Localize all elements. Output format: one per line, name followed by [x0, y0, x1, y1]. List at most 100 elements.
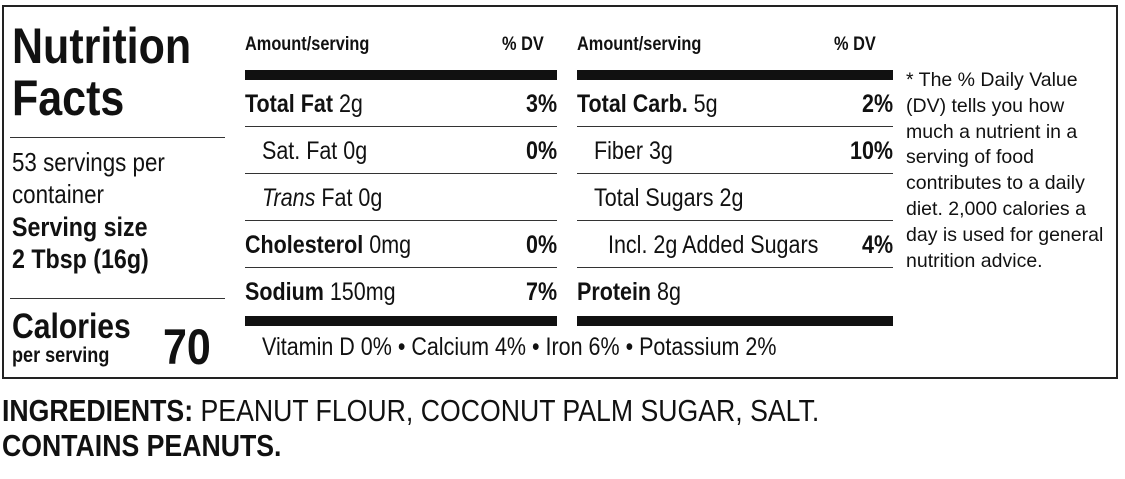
nutrient-name: Cholesterol 0mg — [245, 231, 438, 260]
row-divider — [245, 267, 557, 268]
nutrient-row: Protein 8g — [577, 267, 893, 314]
row-divider — [245, 220, 557, 221]
nutrient-name: Total Sugars 2g — [594, 184, 768, 213]
dv-header: % DV — [834, 34, 1038, 56]
thick-bar — [245, 316, 557, 326]
nutrient-dv: 7% — [521, 278, 557, 307]
thick-bar — [577, 70, 893, 80]
nutrient-name-group: Fiber 3g — [594, 137, 673, 166]
dv-header-text: % DV — [834, 34, 876, 55]
vitamins: Vitamin D 0% • Calcium 4% • Iron 6% • Po… — [262, 333, 860, 362]
dv-header-text: % DV — [502, 34, 544, 55]
nutrient-row: Trans Fat 0g — [245, 173, 557, 220]
nutrient-name-text: Protein — [577, 278, 652, 306]
thick-bar — [577, 316, 893, 326]
nutrient-name-group: Sodium 150mg — [245, 278, 396, 307]
footnote: * The % Daily Value (DV) tells you how m… — [906, 69, 1104, 272]
nutrient-dv-text: 4% — [861, 231, 893, 259]
serving-size-value-text: 2 Tbsp (16g) — [12, 244, 149, 274]
nutrient-name-group: Total Fat 2g — [245, 90, 363, 119]
calories-label: Calories — [12, 307, 150, 347]
nutrient-name-text: Total Sugars — [594, 184, 714, 212]
nutrient-amount: 3g — [648, 137, 673, 165]
nutrient-name-text: Total Carb. — [577, 90, 688, 118]
contains: CONTAINS PEANUTS. — [2, 428, 327, 464]
nutrient-dv: 0% — [521, 137, 557, 166]
calories-value-text: 70 — [163, 319, 211, 375]
nutrient-amount: 0g — [358, 184, 383, 212]
label-border — [2, 5, 1118, 379]
nutrient-name-text: Sodium — [245, 278, 324, 306]
nutrient-row: Total Sugars 2g — [577, 173, 893, 220]
title: Nutrition Facts — [12, 20, 227, 124]
serving-size-label-text: Serving size — [12, 212, 148, 242]
nutrient-name: Total Fat 2g — [245, 90, 382, 119]
nutrient-name-group: Trans Fat 0g — [262, 184, 382, 213]
nutrient-name: Incl. 2g Added Sugars — [608, 231, 853, 260]
amount-header-text: Amount/serving — [577, 34, 702, 55]
nutrient-amount: 0g — [343, 137, 368, 165]
nutrient-amount: 0mg — [369, 231, 412, 259]
nutrient-name-text: Total Fat — [245, 90, 333, 118]
nutrient-name: Trans Fat 0g — [262, 184, 402, 213]
nutrient-row: Cholesterol 0mg 0% — [245, 220, 557, 267]
thick-bar — [245, 70, 557, 80]
serving-size-label: Serving size — [12, 212, 170, 243]
calories-label-text: Calories — [12, 307, 131, 346]
nutrient-dv: 3% — [521, 90, 557, 119]
calories-value: 70 — [163, 318, 219, 376]
row-divider — [577, 220, 893, 221]
row-divider — [577, 126, 893, 127]
nutrient-dv-text: 0% — [525, 231, 557, 259]
dv-header: % DV — [502, 34, 702, 56]
nutrient-row: Fiber 3g 10% — [577, 126, 893, 173]
row-divider — [245, 173, 557, 174]
row-divider — [577, 173, 893, 174]
ingredients-label: INGREDIENTS: — [2, 393, 194, 428]
nutrient-amount: 2g — [338, 90, 363, 118]
nutrient-amount: 150mg — [329, 278, 396, 306]
ingredients: INGREDIENTS: PEANUT FLOUR, COCONUT PALM … — [2, 393, 952, 429]
vitamins-text: Vitamin D 0% • Calcium 4% • Iron 6% • Po… — [262, 333, 777, 361]
title-text: Nutrition Facts — [12, 18, 192, 126]
nutrient-name: Protein 8g — [577, 278, 698, 307]
amount-header-text: Amount/serving — [245, 34, 370, 55]
contains-text: CONTAINS PEANUTS. — [2, 428, 282, 463]
nutrient-amount: 8g — [657, 278, 681, 306]
nutrient-name-text: Incl. 2g Added Sugars — [608, 231, 819, 259]
servings-text: 53 servings per container — [12, 147, 165, 209]
nutrient-name-group: Incl. 2g Added Sugars — [608, 231, 818, 260]
nutrient-amount: 5g — [693, 90, 718, 118]
nutrient-name: Fiber 3g — [594, 137, 686, 166]
nutrient-name-italic: Trans — [262, 184, 316, 212]
nutrient-row: Incl. 2g Added Sugars 4% — [577, 220, 893, 267]
amount-header: Amount/serving — [577, 34, 722, 56]
nutrient-name-text: Fat — [321, 184, 353, 212]
calories-sublabel-text: per serving — [12, 344, 110, 367]
ingredients-text: PEANUT FLOUR, COCONUT PALM SUGAR, SALT. — [200, 393, 820, 428]
nutrient-row: Sodium 150mg 7% — [245, 267, 557, 314]
nutrient-name-text: Fiber — [594, 137, 643, 165]
row-divider — [577, 267, 893, 268]
serving-size-value: 2 Tbsp (16g) — [12, 244, 171, 275]
nutrient-dv: 4% — [857, 231, 893, 260]
nutrient-name-group: Total Carb. 5g — [577, 90, 718, 119]
nutrient-name: Sodium 150mg — [245, 278, 420, 307]
nutrient-name-group: Sat. Fat 0g — [262, 137, 367, 166]
nutrient-name: Sat. Fat 0g — [262, 137, 384, 166]
nutrient-row: Total Fat 2g 3% — [245, 80, 557, 126]
nutrient-name: Total Carb. 5g — [577, 90, 740, 119]
nutrient-row: Sat. Fat 0g 0% — [245, 126, 557, 173]
divider — [10, 298, 225, 299]
nutrient-dv-text: 0% — [525, 137, 557, 165]
nutrient-name-group: Total Sugars 2g — [594, 184, 743, 213]
nutrient-dv: 0% — [521, 231, 557, 260]
nutrient-name-text: Sat. Fat — [262, 137, 338, 165]
divider — [10, 137, 225, 138]
nutrient-name-group: Protein 8g — [577, 278, 681, 307]
nutrient-dv-text: 3% — [525, 90, 557, 118]
calories-sublabel: per serving — [12, 344, 125, 368]
nutrient-name-group: Cholesterol 0mg — [245, 231, 411, 260]
nutrient-dv: 10% — [843, 137, 893, 166]
